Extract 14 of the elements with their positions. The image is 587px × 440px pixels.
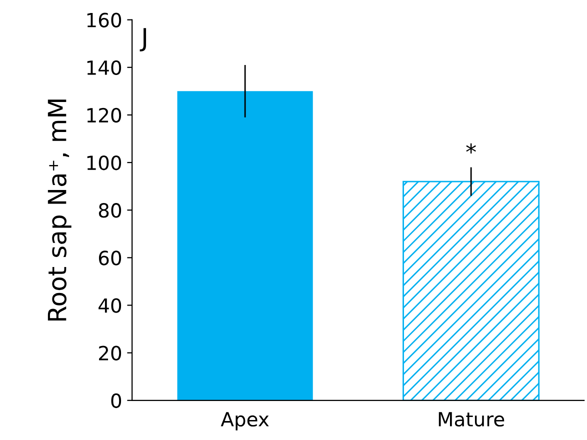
x-tick-label: Mature (438, 412, 504, 427)
y-tick-label: 140 (87, 60, 122, 76)
y-tick-label: 40 (98, 298, 122, 313)
annotation: * (466, 143, 476, 154)
y-tick-label: 100 (87, 155, 122, 170)
y-axis-title: Root sap Na⁺, mM (48, 100, 72, 321)
x-tick-label: Apex (220, 412, 269, 430)
y-tick-label: 60 (98, 250, 122, 266)
y-tick-label: 20 (99, 346, 122, 360)
y-tick-label: 80 (98, 203, 122, 218)
annotation: J (140, 28, 146, 52)
y-tick-label: 160 (87, 12, 122, 28)
y-tick-label: 120 (87, 108, 122, 123)
y-tick-label: 0 (111, 393, 122, 408)
